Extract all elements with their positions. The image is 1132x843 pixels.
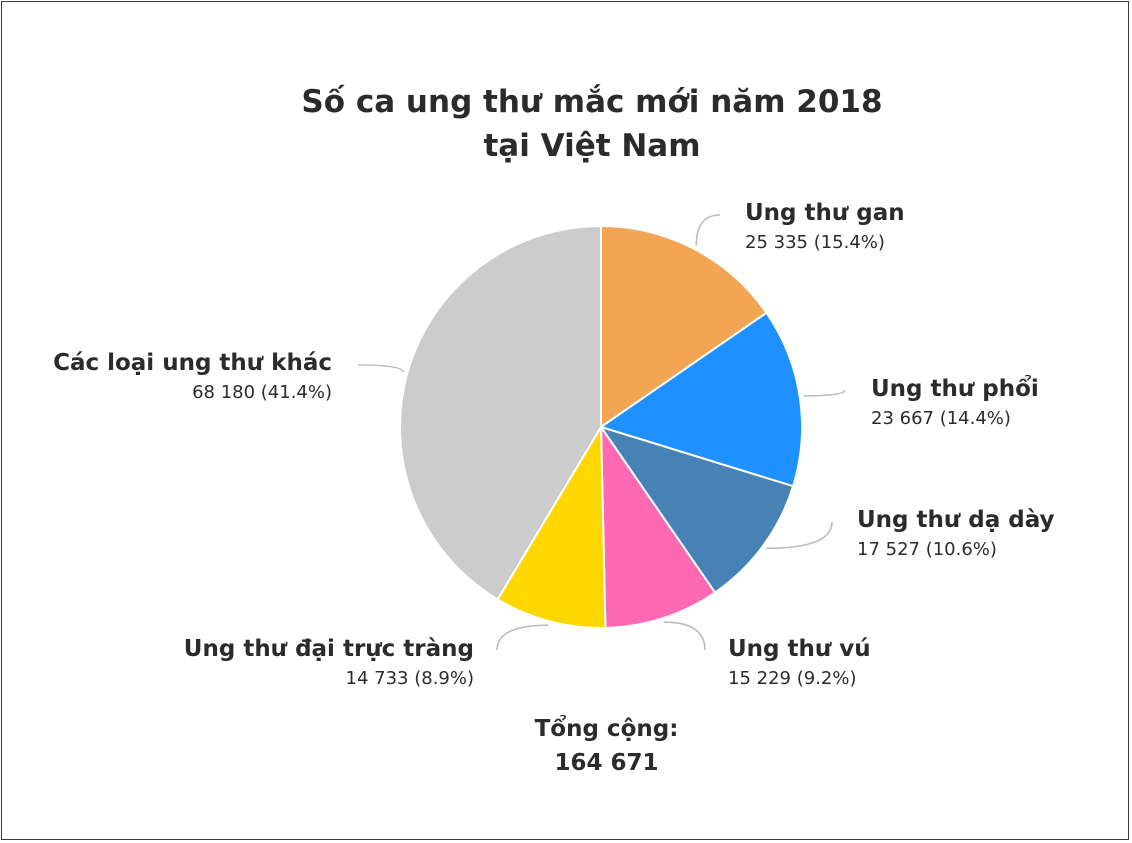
slice-label-value: 25 335 (15.4%) xyxy=(745,232,885,253)
slice-label-value: 68 180 (41.4%) xyxy=(192,382,332,403)
label-ung-thu-vu: Ung thư vú 15 229 (9.2%) xyxy=(728,634,871,694)
slice-label-value: 14 733 (8.9%) xyxy=(345,668,474,689)
leader-line-3 xyxy=(664,621,706,651)
chart-title-line-1: Số ca ung thư mắc mới năm 2018 xyxy=(301,84,883,120)
label-ung-thu-phoi: Ung thư phổi 23 667 (14.4%) xyxy=(871,374,1039,434)
slice-label-value: 23 667 (14.4%) xyxy=(871,408,1011,429)
slice-label-name: Ung thư phổi xyxy=(871,376,1039,402)
pie-slice-0 xyxy=(600,224,768,429)
chart-title-line-2: tại Việt Nam xyxy=(483,128,701,164)
label-cac-loai-ung-thu-khac: Các loại ung thư khác 68 180 (41.4%) xyxy=(20,348,332,408)
slice-label-value: 17 527 (10.6%) xyxy=(857,539,997,560)
pie-slice-1 xyxy=(598,311,803,488)
leader-line-1 xyxy=(803,389,846,397)
pie-slice-4 xyxy=(496,423,607,629)
label-ung-thu-dai-truc-trang: Ung thư đại trực tràng 14 733 (8.9%) xyxy=(120,634,474,694)
total-label: Tổng cộng: xyxy=(534,716,679,742)
pie-slice-2 xyxy=(598,425,795,594)
slice-label-name: Ung thư gan xyxy=(745,200,905,226)
slice-label-name: Ung thư dạ dày xyxy=(857,507,1055,533)
leader-lines xyxy=(357,214,846,651)
total-value: 164 671 xyxy=(554,750,659,776)
leader-line-5 xyxy=(357,364,405,373)
pie-slice-5 xyxy=(399,224,602,601)
slice-label-value: 15 229 (9.2%) xyxy=(728,668,857,689)
label-ung-thu-gan: Ung thư gan 25 335 (15.4%) xyxy=(745,198,905,258)
slice-label-name: Ung thư vú xyxy=(728,636,871,662)
total-summary: Tổng cộng: 164 671 xyxy=(500,712,713,780)
leader-line-4 xyxy=(496,624,549,651)
label-ung-thu-da-day: Ung thư dạ dày 17 527 (10.6%) xyxy=(857,505,1055,565)
leader-line-2 xyxy=(766,521,833,550)
chart-title: Số ca ung thư mắc mới năm 2018 tại Việt … xyxy=(0,80,1132,168)
pie-slice-3 xyxy=(599,423,717,629)
leader-line-0 xyxy=(695,214,721,246)
slice-label-name: Ung thư đại trực tràng xyxy=(183,636,474,662)
pie-slices xyxy=(399,224,803,629)
slice-label-name: Các loại ung thư khác xyxy=(53,350,332,376)
